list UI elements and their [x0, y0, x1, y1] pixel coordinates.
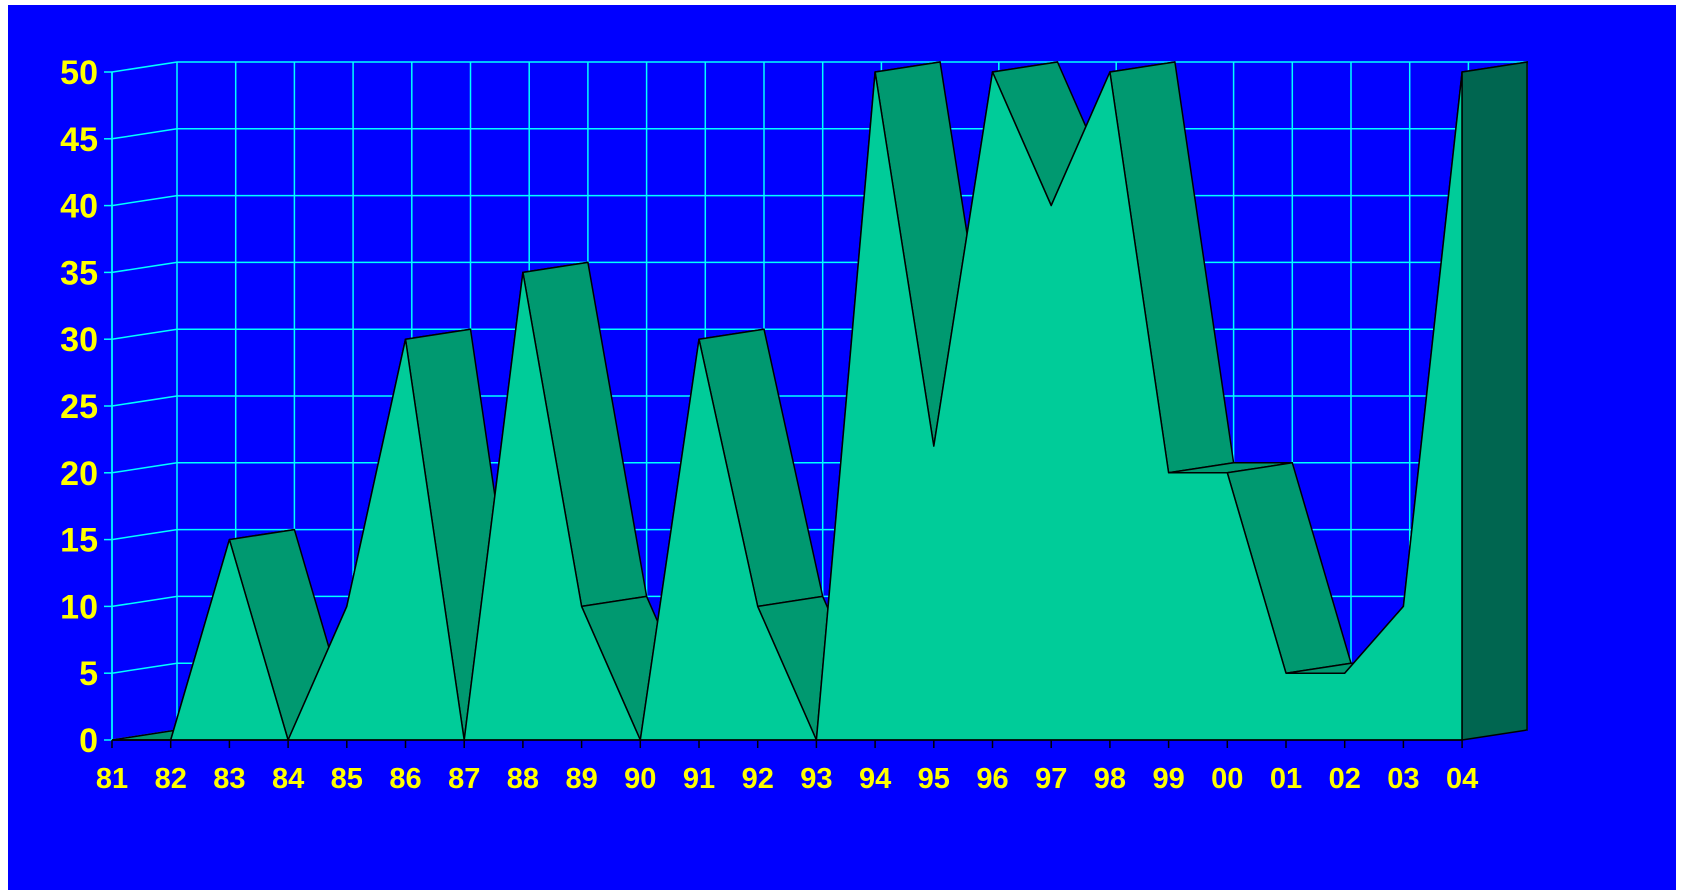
- x-tick-label: 98: [1094, 763, 1126, 795]
- x-tick-label: 97: [1035, 763, 1067, 795]
- grid-floor-line: [111, 128, 178, 140]
- chart-frame: 0 5 10 15 20 25 30 35 40 45 50 81 82 83 84 85 86 87 88 89 9…: [8, 5, 1676, 890]
- x-tick-label: 92: [742, 763, 774, 795]
- x-tick-label: 83: [213, 763, 245, 795]
- x-tick-label: 94: [859, 763, 891, 795]
- grid-floor-line: [111, 194, 178, 207]
- area-side-face: [1461, 61, 1528, 741]
- grid-floor-line: [111, 528, 178, 541]
- x-tick-label: 87: [448, 763, 480, 795]
- x-tick-label: 82: [155, 763, 187, 795]
- grid-floor-line: [111, 595, 178, 608]
- x-tick-label: 01: [1270, 763, 1302, 795]
- y-tick-label: 0: [79, 722, 98, 760]
- y-tick-label: 40: [60, 188, 98, 226]
- x-tick-label: 02: [1329, 763, 1361, 795]
- grid-floor-line: [111, 261, 178, 274]
- x-tick-label: 96: [976, 763, 1008, 795]
- x-tick-label: 89: [565, 763, 597, 795]
- grid-floor-line: [111, 328, 178, 340]
- x-tick-label: 86: [389, 763, 421, 795]
- y-axis-ticks: 0 5 10 15 20 25 30 35 40 45 50: [60, 54, 112, 760]
- x-tick-label: 90: [624, 763, 656, 795]
- y-tick-label: 45: [60, 121, 98, 159]
- grid-floor-line: [111, 462, 178, 474]
- x-tick-label: 88: [507, 763, 539, 795]
- x-tick-label: 00: [1211, 763, 1243, 795]
- y-tick-label: 30: [60, 321, 98, 359]
- x-tick-label: 85: [331, 763, 363, 795]
- area-chart-3d: 0 5 10 15 20 25 30 35 40 45 50 81 82 83 84 85 86 87 88 89 9…: [60, 54, 1528, 795]
- y-tick-label: 35: [60, 254, 98, 292]
- y-tick-label: 20: [60, 455, 98, 493]
- grid-floor-line: [111, 395, 178, 407]
- y-tick-label: 5: [79, 655, 98, 693]
- y-tick-label: 25: [60, 388, 98, 426]
- x-tick-label: 99: [1152, 763, 1184, 795]
- y-tick-label: 50: [60, 54, 98, 92]
- x-tick-label: 03: [1387, 763, 1419, 795]
- x-axis-ticks: 81 82 83 84 85 86 87 88 89 90 91 92 93 94 95 96 97 98 99 00…: [96, 739, 1478, 795]
- y-tick-label: 15: [60, 522, 98, 560]
- x-tick-label: 81: [96, 763, 128, 795]
- x-tick-label: 84: [272, 763, 304, 795]
- y-tick-label: 10: [60, 588, 98, 626]
- x-tick-label: 93: [800, 763, 832, 795]
- grid-floor-line: [111, 61, 178, 73]
- grid-floor-line: [111, 662, 178, 674]
- area-series: [111, 61, 1528, 741]
- x-tick-label: 95: [918, 763, 950, 795]
- x-tick-label: 91: [683, 763, 715, 795]
- x-tick-label: 04: [1446, 763, 1478, 795]
- area-front-face: [111, 71, 1463, 741]
